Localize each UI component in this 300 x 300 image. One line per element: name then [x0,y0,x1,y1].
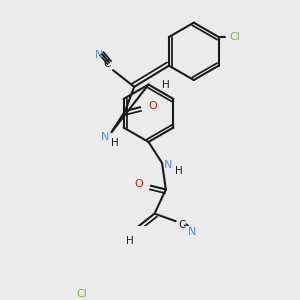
Text: C: C [178,220,185,230]
Text: Cl: Cl [76,289,87,299]
Text: H: H [127,236,134,246]
Text: O: O [134,179,143,189]
Text: Cl: Cl [230,32,241,42]
Text: O: O [148,101,157,111]
Text: N: N [95,50,104,60]
Text: H: H [112,138,119,148]
Text: C: C [103,59,111,69]
Text: H: H [175,166,183,176]
Text: H: H [162,80,170,90]
Text: N: N [188,227,196,237]
Text: N: N [164,160,172,170]
Text: N: N [101,132,110,142]
